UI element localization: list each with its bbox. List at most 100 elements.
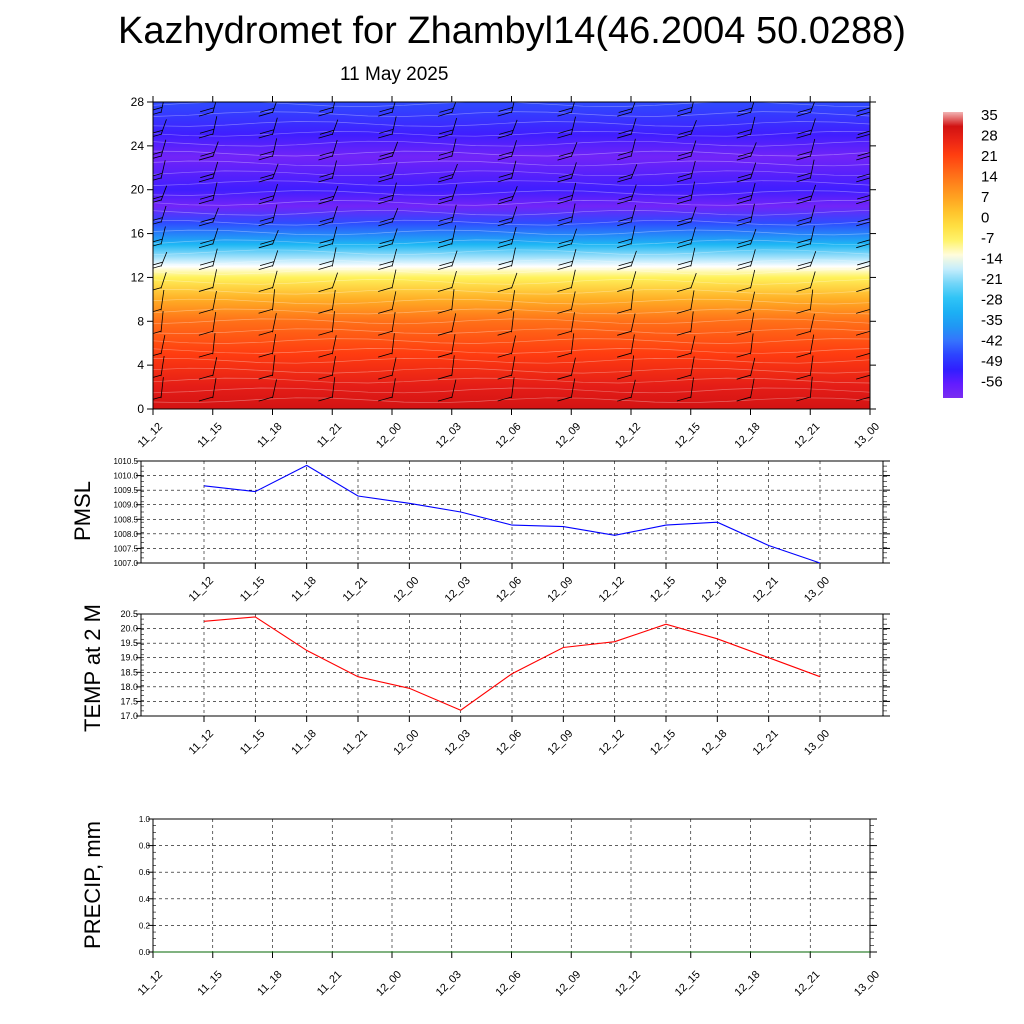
wind-barb-feather <box>796 221 811 227</box>
x-tick-label: 13_00 <box>802 728 832 758</box>
wind-barb-staff <box>869 221 870 223</box>
wind-barb-feather <box>497 396 512 402</box>
wind-barb-staff <box>511 311 515 333</box>
x-tick-label: 11_21 <box>341 728 371 758</box>
colorbar-label: 0 <box>981 210 989 227</box>
wind-barb-staff <box>630 271 637 289</box>
wind-barb-feather <box>676 396 691 402</box>
wind-barb-feather <box>676 330 691 336</box>
wind-barb-feather <box>797 195 812 201</box>
wind-barb-feather <box>856 352 870 358</box>
wind-barb-feather <box>378 221 393 227</box>
wind-barb-staff <box>511 102 515 114</box>
precip-panel: 1.0 0.8 0.6 0.4 0.2 0.0 11_12 11_15 11_18 11_21 12… <box>80 815 882 999</box>
wind-barb-feather <box>318 177 333 183</box>
wind-barb-feather <box>378 155 393 161</box>
x-tick-label: 12_18 <box>699 575 729 605</box>
wind-barb-feather <box>498 151 514 157</box>
wind-barb-feather <box>153 177 162 181</box>
wind-barb-feather <box>856 243 870 249</box>
wind-barb-feather <box>153 308 162 313</box>
contour-line <box>153 140 870 147</box>
wind-barb-staff <box>391 333 395 355</box>
wind-barb-feather <box>378 243 393 249</box>
wind-barb-staff <box>750 102 755 114</box>
wind-barb-feather <box>153 151 163 155</box>
wind-barb-feather <box>557 133 572 139</box>
wind-barb-staff <box>690 181 695 201</box>
wind-barb-feather <box>676 287 692 293</box>
wind-barb-staff <box>391 182 397 201</box>
wind-barb-feather <box>198 199 214 205</box>
wind-barb-staff <box>511 186 518 201</box>
x-tick-label: 11_12 <box>187 728 217 758</box>
wind-barb-feather <box>379 194 394 200</box>
colorbar: 35 28 21 14 7 0 -7 -14 -21 -28 -35 -42 -49 -56 <box>943 107 1003 398</box>
wind-barb-feather <box>737 260 753 266</box>
wind-barb-feather <box>857 173 870 178</box>
wind-barb-staff <box>331 206 338 223</box>
wind-barb-feather <box>259 216 274 222</box>
wind-barb-staff <box>160 205 167 223</box>
x-tick-label: 11_18 <box>255 969 285 999</box>
wind-barb-staff <box>331 247 337 267</box>
wind-barb-staff <box>750 203 755 223</box>
y-tick-label: 17.0 <box>120 711 138 721</box>
wind-barb-feather <box>738 152 753 157</box>
wind-barb-staff <box>630 355 635 377</box>
wind-barb-feather <box>498 260 513 266</box>
wind-barb-feather <box>558 260 573 266</box>
wind-barb-feather <box>736 177 751 183</box>
wind-barb-staff <box>391 269 397 289</box>
chart-title: Kazhydromet for Zhambyl14(46.2004 50.028… <box>118 10 906 52</box>
wind-barb-staff <box>451 138 457 157</box>
wind-barb-feather <box>437 330 453 336</box>
y-tick-label: 12 <box>131 270 145 284</box>
wind-barb-staff <box>391 228 398 245</box>
x-tick-label: 13_00 <box>852 421 882 451</box>
wind-barb-staff <box>451 225 456 245</box>
wind-barb-feather <box>558 194 573 200</box>
wind-barb-feather <box>796 352 811 358</box>
wind-barb-staff <box>160 289 165 311</box>
wind-barb-staff <box>809 289 814 311</box>
wind-barb-feather <box>198 111 214 117</box>
x-tick-label: 12_03 <box>434 421 464 451</box>
y-tick-label: 20 <box>131 183 145 197</box>
wind-barb-feather <box>499 195 514 201</box>
wind-barb-staff <box>809 102 815 114</box>
wind-barb-staff <box>630 164 638 179</box>
y-tick-label: 0.0 <box>139 948 151 957</box>
x-tick-label: 11_15 <box>195 969 225 999</box>
wind-barb-feather <box>153 352 162 356</box>
x-tick-label: 11_18 <box>289 728 319 758</box>
wind-barb-feather <box>198 177 214 183</box>
contour-line <box>153 338 870 344</box>
y-tick-label: 0.6 <box>139 868 151 877</box>
wind-barb-feather <box>260 239 275 245</box>
y-tick-label: 20.5 <box>120 609 138 619</box>
y-tick-label: 0.4 <box>139 895 151 904</box>
wind-barb-feather <box>319 238 334 244</box>
wind-barb-staff <box>809 225 815 245</box>
wind-barb-feather <box>678 238 693 244</box>
wind-barb-feather <box>378 287 393 292</box>
wind-barb-feather <box>258 221 273 227</box>
wind-barb-feather <box>439 195 454 201</box>
wind-barb-feather <box>676 177 692 183</box>
wind-barb-feather <box>856 308 870 314</box>
wind-barb-feather <box>198 396 214 402</box>
wind-barb-feather <box>737 195 753 200</box>
contour-line <box>153 279 870 285</box>
y-tick-label: 20.0 <box>120 624 138 634</box>
wind-barb-feather <box>153 195 163 200</box>
contour-line <box>153 180 870 186</box>
x-tick-label: 12_18 <box>699 728 729 758</box>
wind-barb-feather <box>557 177 572 183</box>
wind-barb-staff <box>750 116 756 135</box>
wind-barb-feather <box>318 111 333 117</box>
wind-barb-staff <box>570 141 578 157</box>
y-tick-label: 1007.5 <box>114 544 139 553</box>
wind-barb-feather <box>676 243 692 249</box>
